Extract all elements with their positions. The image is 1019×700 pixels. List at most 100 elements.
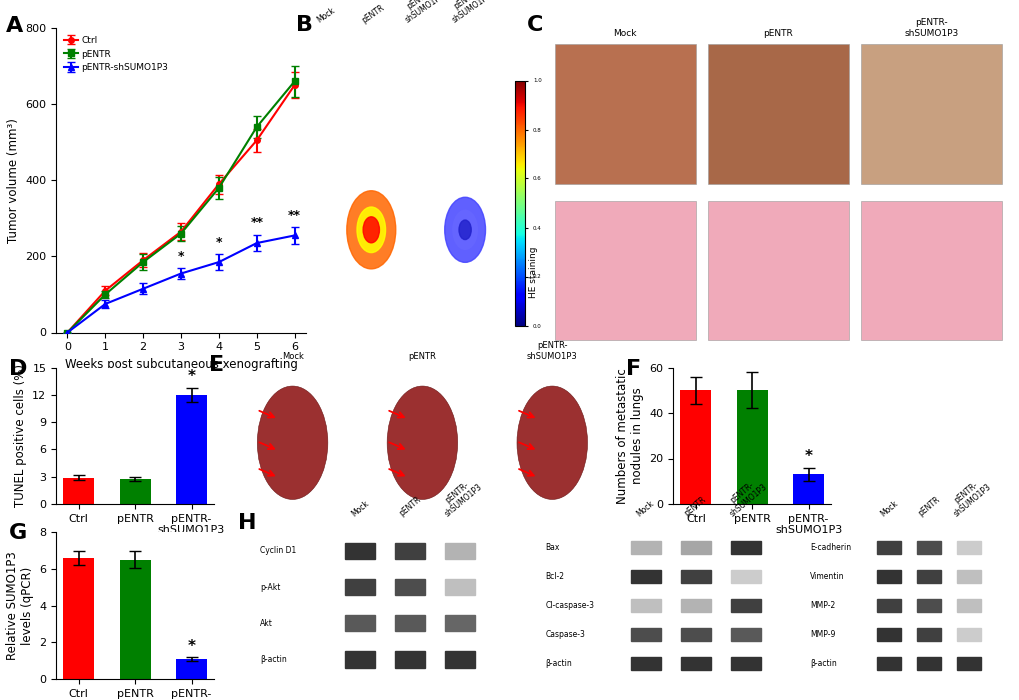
Bar xyxy=(730,628,760,640)
Text: D: D xyxy=(9,359,28,379)
Bar xyxy=(344,542,375,559)
Text: Caspase-3: Caspase-3 xyxy=(545,630,585,638)
Bar xyxy=(444,652,475,668)
Bar xyxy=(680,598,710,612)
Bar xyxy=(730,570,760,583)
Text: β-actin: β-actin xyxy=(260,655,286,664)
Text: G: G xyxy=(9,523,26,543)
Bar xyxy=(916,657,941,670)
Text: F: F xyxy=(626,359,640,379)
Bar xyxy=(176,395,207,504)
Y-axis label: Tumor volume (mm³): Tumor volume (mm³) xyxy=(7,118,19,243)
Bar xyxy=(730,598,760,612)
Bar xyxy=(630,570,660,583)
Bar xyxy=(876,598,901,612)
Bar xyxy=(876,540,901,554)
Bar xyxy=(630,598,660,612)
Text: Cl-caspase-3: Cl-caspase-3 xyxy=(545,601,594,610)
Text: Bcl-2: Bcl-2 xyxy=(545,572,565,581)
Bar xyxy=(119,480,151,504)
Text: Mock: Mock xyxy=(315,6,337,25)
Bar xyxy=(680,540,710,554)
Bar xyxy=(876,628,901,640)
FancyBboxPatch shape xyxy=(554,200,695,340)
Text: pENTR-
shSUMO1P3: pENTR- shSUMO1P3 xyxy=(436,474,483,518)
FancyBboxPatch shape xyxy=(860,44,1002,184)
Y-axis label: Relative SUMO1P3
levels (qPCR): Relative SUMO1P3 levels (qPCR) xyxy=(6,551,34,660)
Bar xyxy=(680,657,710,670)
Bar xyxy=(916,628,941,640)
Bar xyxy=(680,628,710,640)
Text: B: B xyxy=(296,15,313,35)
Bar xyxy=(730,540,760,554)
Bar xyxy=(680,570,710,583)
Text: Bax: Bax xyxy=(545,542,559,552)
Bar xyxy=(176,659,207,679)
Bar xyxy=(916,598,941,612)
FancyBboxPatch shape xyxy=(554,44,695,184)
Text: Mock: Mock xyxy=(878,498,899,518)
Text: MMP-2: MMP-2 xyxy=(809,601,835,610)
Ellipse shape xyxy=(353,74,389,139)
Ellipse shape xyxy=(387,386,458,500)
Ellipse shape xyxy=(446,74,483,139)
Text: *: * xyxy=(187,370,196,384)
Ellipse shape xyxy=(257,386,327,500)
Circle shape xyxy=(357,207,385,253)
Text: pENTR: pENTR xyxy=(916,495,941,518)
Bar xyxy=(916,570,941,583)
Text: C: C xyxy=(526,15,542,35)
Text: MMP-9: MMP-9 xyxy=(809,630,835,638)
Text: pENTR-
shSUMO1P3: pENTR- shSUMO1P3 xyxy=(527,342,577,361)
Text: pENTR: pENTR xyxy=(360,3,386,25)
Text: *: * xyxy=(804,449,812,464)
Text: pENTR: pENTR xyxy=(683,495,707,518)
Text: pENTR-
shSUMO1P3: pENTR- shSUMO1P3 xyxy=(721,474,768,518)
Bar xyxy=(344,652,375,668)
Text: pENTR: pENTR xyxy=(763,29,793,38)
Bar xyxy=(956,540,980,554)
Bar xyxy=(394,652,425,668)
X-axis label: Weeks post subcutaneous xenografting: Weeks post subcutaneous xenografting xyxy=(64,358,298,371)
Bar xyxy=(444,615,475,631)
Text: pENTR-
shSUMO1P3: pENTR- shSUMO1P3 xyxy=(444,0,493,25)
Ellipse shape xyxy=(517,386,587,500)
Y-axis label: Numbers of metastatic
nodules in lungs: Numbers of metastatic nodules in lungs xyxy=(615,368,643,503)
Text: *: * xyxy=(215,236,222,249)
Text: Mock: Mock xyxy=(350,498,370,518)
Text: *: * xyxy=(187,639,196,654)
Text: pENTR-
shSUMO1P3: pENTR- shSUMO1P3 xyxy=(945,474,991,518)
Text: β-actin: β-actin xyxy=(545,659,572,668)
FancyBboxPatch shape xyxy=(707,44,849,184)
Bar xyxy=(394,579,425,595)
Text: Akt: Akt xyxy=(260,619,273,628)
Text: Mock: Mock xyxy=(635,498,655,518)
Text: A: A xyxy=(6,16,23,36)
Ellipse shape xyxy=(428,113,501,282)
Bar xyxy=(876,657,901,670)
Bar xyxy=(630,540,660,554)
Bar xyxy=(680,391,710,504)
Text: Cyclin D1: Cyclin D1 xyxy=(260,547,296,555)
Bar xyxy=(394,542,425,559)
Bar xyxy=(444,579,475,595)
Y-axis label: TUNEL positive cells (%): TUNEL positive cells (%) xyxy=(13,364,26,508)
Bar xyxy=(63,477,94,504)
Text: HE staining: HE staining xyxy=(529,246,538,298)
Bar xyxy=(956,598,980,612)
Bar xyxy=(736,391,767,504)
Bar xyxy=(63,558,94,679)
Text: *: * xyxy=(177,250,184,262)
Circle shape xyxy=(459,220,471,239)
Bar xyxy=(344,579,375,595)
Bar xyxy=(956,570,980,583)
Bar xyxy=(956,657,980,670)
Text: pENTR: pENTR xyxy=(408,352,436,361)
Text: E: E xyxy=(209,354,223,374)
Bar xyxy=(344,615,375,631)
Text: **: ** xyxy=(250,216,263,230)
Bar xyxy=(630,628,660,640)
Bar xyxy=(394,615,425,631)
Bar xyxy=(876,570,901,583)
Circle shape xyxy=(346,190,395,269)
